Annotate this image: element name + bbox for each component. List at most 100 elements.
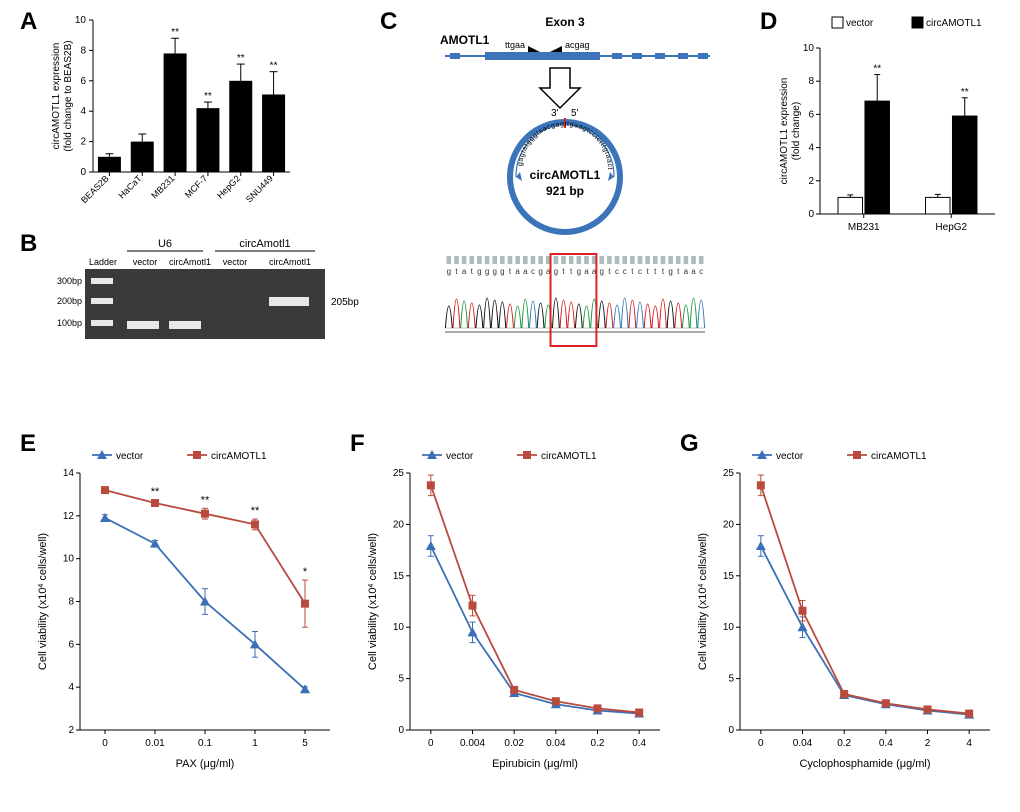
svg-text:10: 10 [63, 554, 75, 565]
svg-text:0: 0 [808, 209, 814, 220]
svg-text:g: g [577, 267, 581, 276]
svg-text:vector: vector [116, 451, 144, 462]
svg-text:10: 10 [803, 43, 815, 54]
svg-text:6: 6 [80, 76, 86, 87]
svg-text:MB231: MB231 [848, 222, 880, 233]
svg-text:0.02: 0.02 [504, 738, 524, 749]
svg-text:HepG2: HepG2 [935, 222, 967, 233]
svg-text:circAMOTL1 expression: circAMOTL1 expression [779, 78, 790, 185]
svg-text:circAmotl1: circAmotl1 [169, 257, 211, 267]
svg-text:g: g [554, 267, 558, 276]
svg-text:PAX (μg/ml): PAX (μg/ml) [176, 758, 235, 770]
svg-text:0: 0 [102, 738, 108, 749]
svg-text:U6: U6 [158, 238, 172, 250]
svg-text:g: g [668, 267, 672, 276]
svg-text:8: 8 [80, 45, 86, 56]
svg-text:c: c [699, 267, 703, 276]
svg-text:vector: vector [133, 257, 158, 267]
svg-text:0.4: 0.4 [879, 738, 893, 749]
svg-text:2: 2 [808, 176, 814, 187]
svg-text:vector: vector [776, 451, 804, 462]
svg-text:ttgaa: ttgaa [505, 40, 525, 50]
svg-text:BEAS2B: BEAS2B [79, 173, 111, 205]
svg-text:4: 4 [80, 106, 86, 117]
svg-text:c: c [615, 267, 619, 276]
svg-text:0: 0 [758, 738, 764, 749]
svg-text:vector: vector [446, 451, 474, 462]
svg-text:Cell viability (x104 cells/wel: Cell viability (x104 cells/well) [697, 533, 709, 670]
svg-text:circAMOTL1: circAMOTL1 [871, 451, 927, 462]
svg-text:**: ** [151, 486, 160, 498]
svg-text:Exon 3: Exon 3 [545, 15, 585, 29]
svg-text:5': 5' [571, 108, 579, 119]
svg-text:a: a [523, 267, 528, 276]
svg-text:0.004: 0.004 [460, 738, 485, 749]
svg-text:6: 6 [68, 639, 74, 650]
svg-text:14: 14 [63, 468, 75, 479]
svg-text:2: 2 [925, 738, 931, 749]
svg-text:205bp: 205bp [331, 297, 359, 308]
svg-text:0.01: 0.01 [145, 738, 165, 749]
svg-text:(fold change to BEAS2B): (fold change to BEAS2B) [63, 40, 74, 151]
svg-text:0.2: 0.2 [837, 738, 851, 749]
panel-a-label: A [20, 8, 37, 36]
svg-text:g: g [500, 267, 504, 276]
svg-text:a: a [515, 267, 520, 276]
svg-text:100bp: 100bp [57, 318, 82, 328]
svg-text:HepG2: HepG2 [215, 173, 242, 200]
svg-text:Ladder: Ladder [89, 257, 117, 267]
svg-text:**: ** [270, 61, 278, 72]
svg-text:25: 25 [393, 468, 405, 479]
panel-a-chart: 0246810BEAS2BHaCaT**MB231**MCF-7**HepG2*… [45, 12, 295, 222]
svg-text:**: ** [204, 91, 212, 102]
svg-text:0.4: 0.4 [632, 738, 646, 749]
svg-text:a: a [691, 267, 696, 276]
svg-text:circAMOTL1: circAMOTL1 [211, 451, 267, 462]
svg-text:10: 10 [75, 15, 87, 26]
svg-text:g: g [447, 267, 451, 276]
svg-text:0.2: 0.2 [591, 738, 605, 749]
svg-text:circAMOTL1: circAMOTL1 [926, 18, 982, 29]
svg-text:0: 0 [428, 738, 434, 749]
svg-text:8: 8 [68, 597, 74, 608]
svg-text:**: ** [201, 494, 210, 506]
svg-text:g: g [492, 267, 496, 276]
svg-text:0.1: 0.1 [198, 738, 212, 749]
svg-text:MCF-7: MCF-7 [183, 173, 210, 200]
svg-text:921 bp: 921 bp [546, 184, 584, 198]
svg-text:**: ** [237, 53, 245, 64]
svg-text:2: 2 [68, 725, 74, 736]
svg-text:Cell viability (x104 cells/wel: Cell viability (x104 cells/well) [37, 533, 49, 670]
svg-text:1: 1 [252, 738, 258, 749]
svg-text:acgag: acgag [565, 40, 590, 50]
svg-text:5: 5 [302, 738, 308, 749]
svg-text:**: ** [961, 87, 969, 98]
svg-text:8: 8 [808, 76, 814, 87]
svg-text:g: g [485, 267, 489, 276]
svg-text:circAMOTL1: circAMOTL1 [541, 451, 597, 462]
svg-text:vector: vector [846, 18, 874, 29]
svg-text:0: 0 [398, 725, 404, 736]
svg-text:Epirubicin (μg/ml): Epirubicin (μg/ml) [492, 758, 578, 770]
svg-text:circAmotl1: circAmotl1 [269, 257, 311, 267]
svg-text:circAMOTL1: circAMOTL1 [530, 168, 601, 182]
svg-text:4: 4 [68, 682, 74, 693]
svg-text:g: g [600, 267, 604, 276]
svg-text:a: a [684, 267, 689, 276]
svg-text:circAMOTL1 expression: circAMOTL1 expression [51, 43, 62, 150]
svg-text:c: c [623, 267, 627, 276]
svg-text:10: 10 [393, 622, 405, 633]
svg-text:g: g [477, 267, 481, 276]
svg-text:0.04: 0.04 [546, 738, 566, 749]
panel-g-chart: 051015202500.040.20.424vectorcircAMOTL1C… [690, 445, 1000, 775]
panel-e-chart: 246810121400.010.115*******vectorcircAMO… [30, 445, 340, 775]
panel-c-diagram: Exon 3AMOTL1ttgaaacgag3'5'gagtatgggtaacg… [390, 12, 740, 372]
svg-text:*: * [303, 566, 308, 578]
svg-text:a: a [584, 267, 589, 276]
svg-text:15: 15 [723, 571, 735, 582]
svg-text:20: 20 [393, 519, 405, 530]
svg-text:2: 2 [80, 137, 86, 148]
panel-b-gel: U6circAmotl1LaddervectorcircAmotl1vector… [45, 235, 365, 355]
svg-text:**: ** [251, 505, 260, 517]
svg-text:Cell viability (x104 cells/wel: Cell viability (x104 cells/well) [367, 533, 379, 670]
